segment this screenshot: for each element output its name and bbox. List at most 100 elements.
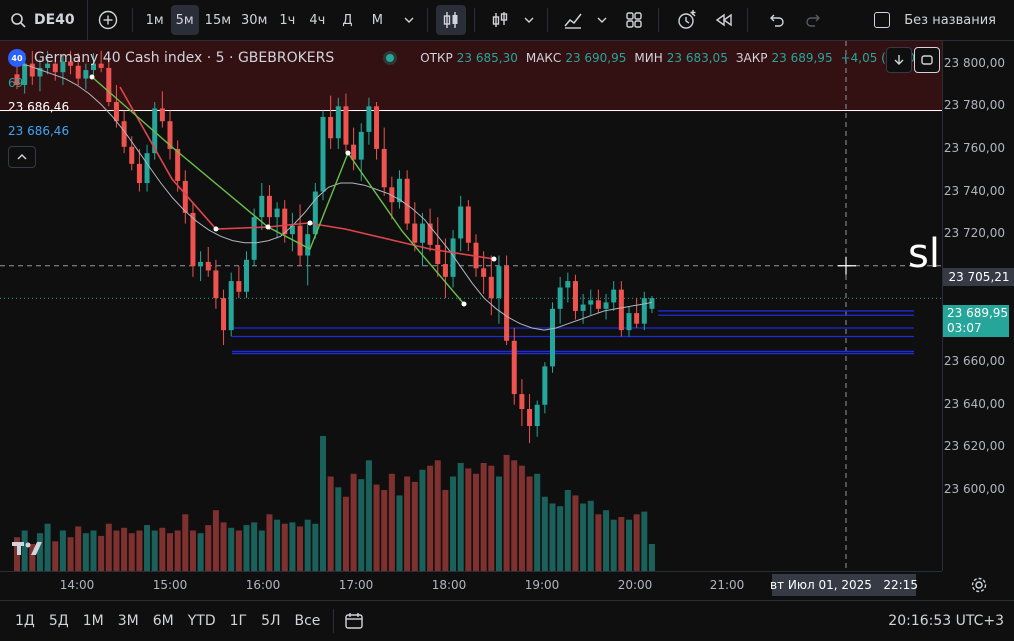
volume-bar — [580, 503, 587, 571]
candle-body — [343, 106, 349, 145]
range-3[interactable]: 3М — [117, 613, 139, 629]
replay-button[interactable] — [709, 5, 739, 35]
add-symbol-button[interactable] — [94, 5, 122, 35]
grid-icon — [626, 12, 643, 28]
volume-bar — [67, 537, 74, 571]
candle-body — [251, 217, 257, 260]
anchor-point — [307, 220, 313, 226]
maximize-pane-button[interactable] — [914, 47, 940, 73]
candle-body — [557, 287, 563, 309]
interval-7[interactable]: М — [371, 12, 383, 28]
interval-5[interactable]: 4ч — [309, 12, 326, 28]
interval-4[interactable]: 1ч — [279, 12, 296, 28]
collapse-legend-button[interactable] — [8, 146, 36, 168]
candle-body — [106, 67, 112, 103]
range-0[interactable]: 1Д — [15, 613, 35, 629]
candle-body — [427, 223, 433, 245]
indicators-button[interactable] — [558, 5, 588, 35]
time-tick-label: 21:00 — [709, 578, 745, 592]
candle-body — [389, 187, 395, 203]
symbol-search[interactable]: DE40 — [0, 0, 88, 40]
interval-1[interactable]: 5м — [170, 5, 199, 35]
candle-body — [113, 102, 119, 122]
candle-body — [167, 121, 173, 149]
candle-body — [297, 225, 303, 256]
volume-bar — [564, 490, 571, 571]
candle-body — [266, 195, 272, 218]
time-tick-label: 18:00 — [431, 578, 467, 592]
range-6[interactable]: 1Г — [229, 613, 248, 629]
candle-body — [22, 63, 28, 85]
candle-body — [496, 266, 502, 299]
plus-circle-icon — [98, 10, 117, 30]
layout-name-button[interactable]: Без названия — [870, 5, 1000, 35]
candles-chart-type-button[interactable] — [436, 5, 467, 35]
volume-bar — [450, 476, 457, 571]
tradingview-logo — [12, 539, 44, 561]
clock[interactable]: 20:16:53 UTC+3 — [888, 613, 1004, 629]
interval-group: 1м 5м 15м 30м 1ч 4ч Д М — [137, 0, 396, 40]
interval-3[interactable]: 30м — [241, 12, 268, 28]
volume-bar — [312, 523, 319, 571]
last-price: 23 689,95 — [947, 306, 1009, 320]
alert-button[interactable] — [671, 5, 701, 35]
candle-body — [611, 289, 617, 303]
candle-body — [588, 300, 594, 305]
candle-body — [374, 106, 380, 149]
volume-bar — [52, 541, 59, 571]
sl-annotation[interactable]: sl — [908, 231, 940, 277]
range-5[interactable]: YTD — [187, 613, 216, 629]
candle-body — [595, 300, 601, 309]
level-label-blue: 23 686,46 — [8, 124, 70, 138]
volume-bar — [205, 525, 212, 571]
redo-button[interactable] — [800, 5, 828, 35]
volume-bar — [404, 476, 411, 571]
price-axis[interactable]: 23 800,00 23 780,00 23 760,00 23 740,00 23 7… — [942, 41, 1014, 571]
range-7[interactable]: 5Л — [261, 613, 281, 629]
volume-bar — [381, 490, 388, 571]
indicators-dropdown[interactable] — [588, 5, 616, 35]
open-label: ОТКР — [420, 51, 453, 65]
interval-dropdown[interactable] — [395, 5, 423, 35]
range-4[interactable]: 6М — [152, 613, 174, 629]
interval-0[interactable]: 1м — [145, 12, 164, 28]
goto-date-button[interactable] — [340, 606, 368, 636]
rewind-icon — [716, 13, 733, 27]
candle-body — [37, 67, 43, 77]
time-axis[interactable]: 14:00 15:00 16:00 17:00 18:00 19:00 20:00 21:00… — [0, 571, 942, 600]
range-2[interactable]: 1М — [82, 613, 104, 629]
trend-line-red — [119, 86, 495, 260]
volume-bar — [633, 514, 640, 571]
volume-bar — [350, 473, 357, 571]
volume-bar — [641, 511, 648, 571]
range-1[interactable]: 5Д — [48, 613, 69, 629]
candle-body — [221, 298, 227, 331]
candle-body — [29, 63, 35, 77]
level-label-white: 23 686,46 — [8, 100, 70, 114]
volume-bar — [320, 436, 326, 571]
volume-bar — [549, 503, 556, 571]
chart-settings-button[interactable] — [970, 576, 988, 598]
ohlc-values: ОТКР 23 685,30 МАКС 23 690,95 МИН 23 683,05… — [420, 51, 938, 65]
candle-body — [465, 206, 471, 243]
chart-pane[interactable]: 40 Germany 40 Cash index · 5 · GBEBROKER… — [0, 41, 942, 571]
range-8[interactable]: Все — [294, 613, 321, 629]
candle-body — [450, 238, 456, 277]
top-toolbar: DE40 1м 5м 15м 30м 1ч 4ч Д М — [0, 0, 1014, 41]
bar-chart-type-button[interactable] — [485, 5, 515, 35]
volume-bar — [36, 533, 43, 571]
price-tick-label: 23 760,00 — [943, 140, 1005, 155]
layout-name: Без названия — [904, 12, 996, 28]
legend-title[interactable]: Germany 40 Cash index · 5 · GBEBROKERS — [34, 50, 335, 66]
undo-button[interactable] — [762, 5, 790, 35]
price-chart[interactable] — [0, 41, 942, 571]
candle-body — [68, 61, 74, 66]
templates-button[interactable] — [620, 5, 648, 35]
volume-bar — [610, 519, 617, 571]
candle-body — [129, 146, 135, 164]
volume-bar — [167, 533, 173, 571]
chart-type-dropdown[interactable] — [515, 5, 543, 35]
interval-2[interactable]: 15м — [204, 12, 232, 28]
buy-sell-button[interactable] — [886, 47, 912, 73]
interval-6[interactable]: Д — [342, 12, 353, 28]
